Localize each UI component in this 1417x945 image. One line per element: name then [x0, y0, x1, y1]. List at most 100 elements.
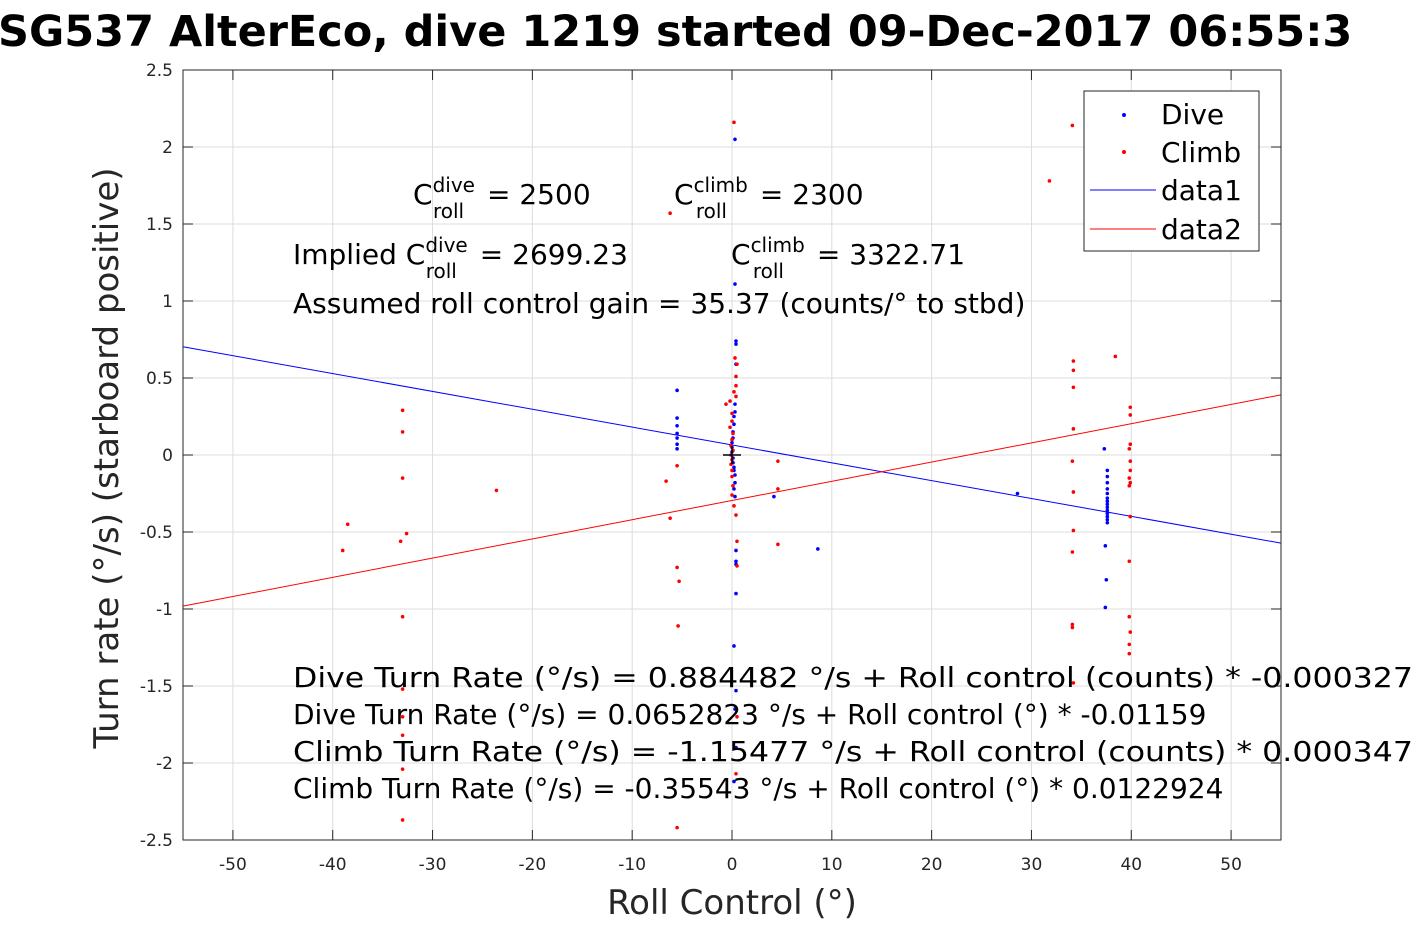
data-point-climb — [724, 402, 728, 406]
axes-box — [182, 69, 1282, 841]
data-point-climb — [728, 425, 732, 430]
data-point-dive — [675, 447, 679, 451]
data-point-climb — [400, 614, 405, 619]
data-point-dive — [1105, 499, 1110, 504]
data-point-climb — [776, 459, 780, 463]
data-point-climb — [400, 715, 405, 719]
annotation-gain: Assumed roll control gain = 35.37 (count… — [293, 287, 1025, 320]
legend-dive-label: Dive — [1161, 98, 1224, 131]
data-point-climb — [1128, 459, 1133, 463]
data-point-dive — [733, 494, 737, 499]
data-point-climb — [675, 825, 679, 830]
data-point-climb — [733, 356, 737, 360]
data-point-dive — [675, 388, 679, 393]
data-point-climb — [400, 733, 405, 738]
data-point-climb — [1071, 359, 1076, 363]
data-point-climb — [340, 548, 345, 553]
data-point-dive — [732, 465, 736, 470]
data-point-climb — [398, 539, 403, 544]
data-point-climb — [1071, 385, 1076, 390]
data-point-climb — [1128, 413, 1133, 417]
x-tick-label: 50 — [1220, 855, 1242, 875]
data-point-climb — [400, 430, 405, 434]
data-point-climb — [1071, 368, 1076, 373]
y-tick-label: 1.5 — [146, 215, 173, 235]
data-point-climb — [734, 771, 738, 776]
y-tick-label: 0.5 — [146, 369, 173, 389]
data-point-climb — [404, 531, 409, 536]
data-point-dive — [675, 442, 679, 447]
data-point-dive — [1102, 447, 1107, 451]
x-tick-label: -50 — [219, 855, 247, 875]
data-point-dive — [734, 745, 738, 750]
data-point-dive — [1105, 508, 1110, 513]
data-point-dive — [1015, 491, 1020, 496]
data-point-climb — [1127, 651, 1132, 656]
data-point-dive — [1105, 502, 1110, 507]
legend-data1-label: data1 — [1161, 174, 1242, 207]
data-point-dive — [733, 473, 737, 477]
data-point-climb — [1071, 427, 1076, 431]
legend-climb-marker — [1122, 150, 1126, 154]
data-point-climb — [1127, 447, 1132, 451]
data-point-climb — [1070, 459, 1075, 463]
data-point-dive — [675, 436, 679, 440]
data-point-climb — [1070, 625, 1075, 630]
data-point-climb — [1127, 484, 1132, 488]
data-point-dive — [1105, 487, 1110, 491]
data-point-dive — [734, 548, 738, 553]
chart-title: SG537 AlterEco, dive 1219 started 09-Dec… — [0, 7, 1352, 57]
data-point-climb — [668, 516, 672, 520]
data-point-dive — [733, 402, 737, 406]
data-point-climb — [1128, 442, 1133, 447]
x-tick-label: -40 — [319, 855, 347, 875]
data-point-climb — [732, 390, 736, 394]
x-tick-label: 10 — [821, 855, 843, 875]
annotation-fit-2: Dive Turn Rate (°/s) = 0.0652823 °/s + R… — [293, 698, 1206, 731]
data-point-climb — [400, 687, 405, 691]
data-point-dive — [734, 339, 738, 343]
data-point-dive — [1104, 577, 1109, 582]
data-point-dive — [734, 342, 738, 346]
data-point-dive — [732, 422, 736, 427]
annotation-implied-climb: Cclimb roll = 3322.71 — [731, 233, 965, 283]
data-point-dive — [1103, 544, 1108, 548]
data-point-climb — [1070, 123, 1075, 128]
data-point-climb — [731, 431, 735, 436]
y-axis-label: Turn rate (°/s) (starboard positive) — [87, 167, 127, 749]
data-point-dive — [734, 591, 738, 596]
data-point-dive — [1105, 517, 1110, 522]
data-point-climb — [731, 484, 735, 488]
y-tick-label: -0.5 — [140, 523, 173, 543]
data-point-climb — [730, 493, 734, 497]
y-tick-label: -1.5 — [140, 677, 173, 697]
data-point-dive — [733, 480, 737, 485]
data-point-climb — [732, 120, 736, 125]
data-point-dive — [732, 414, 736, 419]
data-point-climb — [1128, 468, 1133, 473]
data-point-climb — [675, 463, 679, 468]
data-point-climb — [400, 476, 405, 480]
data-point-climb — [1128, 480, 1133, 485]
y-tick-label: 0 — [162, 446, 173, 466]
y-tick-label: 2 — [162, 138, 173, 158]
data-point-climb — [1127, 614, 1132, 619]
data-point-climb — [1127, 476, 1132, 480]
data-point-climb — [675, 565, 679, 570]
data-point-climb — [1070, 622, 1075, 627]
data-point-climb — [1128, 630, 1133, 634]
y-tick-label: 2.5 — [146, 61, 173, 81]
data-point-dive — [675, 416, 679, 420]
data-point-climb — [1128, 405, 1133, 410]
data-point-dive — [733, 137, 737, 142]
data-point-climb — [735, 715, 739, 719]
data-point-climb — [1071, 681, 1076, 685]
data-point-climb — [400, 408, 405, 413]
data-point-climb — [735, 564, 739, 568]
data-point-climb — [734, 374, 738, 379]
data-point-climb — [735, 362, 739, 366]
data-point-climb — [1071, 490, 1076, 494]
data-point-dive — [734, 688, 738, 693]
data-point-climb — [730, 419, 734, 423]
data-point-climb — [1127, 642, 1132, 647]
